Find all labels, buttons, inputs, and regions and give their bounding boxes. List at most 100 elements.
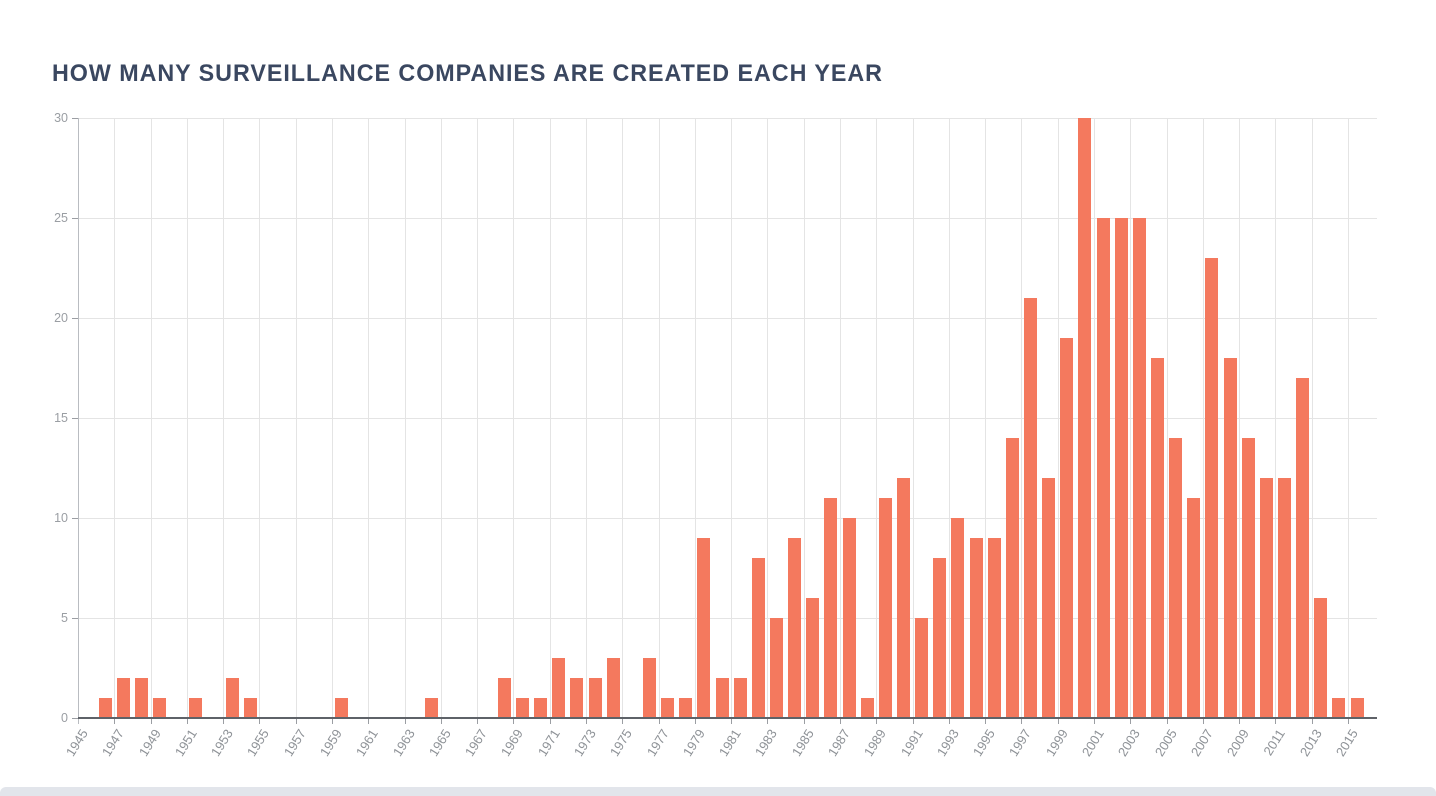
y-axis-tick (72, 618, 78, 619)
x-axis-tick (1311, 718, 1313, 724)
bar-1951 (189, 698, 203, 718)
bar-1998 (1042, 478, 1056, 718)
gridline-vertical (295, 118, 297, 718)
gridline-vertical (1239, 118, 1241, 718)
bar-1991 (915, 618, 929, 718)
bar-1986 (824, 498, 838, 718)
bar-1992 (933, 558, 947, 718)
x-axis-tick (840, 718, 841, 724)
bar-2004 (1150, 358, 1164, 718)
bar-1983 (769, 618, 783, 718)
gridline-vertical (586, 118, 587, 718)
bar-1949 (153, 698, 167, 718)
gridline-vertical (1094, 118, 1095, 718)
gridline-horizontal (78, 118, 1377, 119)
gridline-vertical (876, 118, 878, 718)
gridline-horizontal (78, 518, 1377, 519)
x-axis-tick (223, 718, 225, 724)
gridline-vertical (803, 118, 805, 718)
x-axis-tick (513, 718, 515, 724)
bar-1984 (788, 538, 802, 718)
bar-1987 (842, 518, 856, 718)
gridline-vertical (1275, 118, 1277, 718)
x-axis-tick (1275, 718, 1277, 724)
y-axis-tick (72, 318, 78, 319)
bar-2015 (1350, 698, 1364, 718)
gridline-horizontal (78, 218, 1377, 219)
x-axis-tick (549, 718, 551, 724)
x-axis-tick (731, 718, 733, 724)
x-axis-tick (912, 718, 914, 724)
bar-1980 (715, 678, 729, 718)
bar-1988 (860, 698, 874, 718)
gridline-vertical (658, 118, 660, 718)
bar-1968 (497, 678, 511, 718)
x-axis-baseline (78, 717, 1377, 719)
x-axis-tick (948, 718, 950, 724)
bar-1982 (751, 558, 765, 718)
bar-1971 (552, 658, 566, 718)
x-axis-tick (694, 718, 696, 724)
gridline-vertical (513, 118, 515, 718)
gridline-vertical (912, 118, 914, 718)
bar-2012 (1296, 378, 1310, 718)
x-axis-tick (658, 718, 660, 724)
gridline-vertical (549, 118, 551, 718)
y-axis-tick (72, 718, 78, 719)
x-axis-tick (150, 718, 152, 724)
bar-1995 (987, 538, 1001, 718)
bar-2006 (1187, 498, 1201, 718)
bar-1946 (98, 698, 112, 718)
gridline-horizontal (78, 318, 1377, 319)
y-tick-label: 15 (54, 411, 68, 425)
bar-1994 (969, 538, 983, 718)
gridline-vertical (477, 118, 479, 718)
x-axis-tick (1239, 718, 1241, 724)
bar-1981 (733, 678, 747, 718)
y-tick-label: 5 (61, 611, 68, 625)
bar-1954 (243, 698, 257, 718)
bar-1964 (425, 698, 439, 718)
gridline-vertical (440, 118, 442, 718)
gridline-vertical (840, 118, 841, 718)
bar-2001 (1096, 218, 1110, 718)
y-axis-tick (72, 518, 78, 519)
bar-1969 (515, 698, 529, 718)
x-axis-tick (876, 718, 878, 724)
x-axis-tick (1202, 718, 1204, 724)
gridline-vertical (114, 118, 116, 718)
gridline-vertical (1348, 118, 1349, 718)
y-tick-label: 30 (54, 111, 68, 125)
bar-2008 (1223, 358, 1237, 718)
gridline-vertical (368, 118, 370, 718)
bar-1999 (1060, 338, 1074, 718)
bar-2000 (1078, 118, 1092, 718)
bar-1973 (588, 678, 602, 718)
x-axis-tick (803, 718, 805, 724)
gridline-vertical (1057, 118, 1059, 718)
x-axis-tick (186, 718, 188, 724)
x-axis-tick (440, 718, 442, 724)
bar-2014 (1332, 698, 1346, 718)
x-axis-tick (1130, 718, 1132, 724)
y-axis-tick (72, 418, 78, 419)
gridline-vertical (1311, 118, 1313, 718)
x-axis-tick (477, 718, 479, 724)
bar-2002 (1114, 218, 1128, 718)
bar-2013 (1314, 598, 1328, 718)
gridline-vertical (1130, 118, 1132, 718)
bar-1947 (116, 678, 130, 718)
gridline-horizontal (78, 618, 1377, 619)
gridline-vertical (1021, 118, 1023, 718)
x-axis-tick (259, 718, 261, 724)
bar-1953 (225, 678, 239, 718)
x-axis-tick (767, 718, 769, 724)
bar-1959 (334, 698, 348, 718)
bar-1997 (1023, 298, 1037, 718)
bar-1990 (896, 478, 910, 718)
y-axis-tick (72, 218, 78, 219)
gridline-vertical (694, 118, 696, 718)
bar-1979 (697, 538, 711, 718)
bar-1977 (661, 698, 675, 718)
